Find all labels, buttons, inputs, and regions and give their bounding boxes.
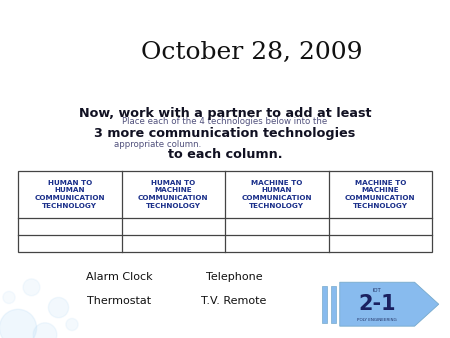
Circle shape: [33, 323, 57, 338]
Text: Thermostat: Thermostat: [87, 296, 151, 306]
Text: 2-1: 2-1: [358, 294, 396, 314]
Circle shape: [0, 309, 36, 338]
Bar: [322, 286, 327, 323]
Circle shape: [3, 291, 15, 304]
Circle shape: [48, 297, 69, 318]
Bar: [331, 286, 336, 323]
Circle shape: [66, 318, 78, 331]
Text: Telephone: Telephone: [206, 272, 262, 282]
Text: Now, work with a partner to add at least: Now, work with a partner to add at least: [79, 107, 371, 120]
Text: October 28, 2009: October 28, 2009: [141, 41, 363, 64]
Text: HUMAN TO
HUMAN
COMMUNICATION
TECHNOLOGY: HUMAN TO HUMAN COMMUNICATION TECHNOLOGY: [35, 179, 105, 209]
Text: appropriate column.: appropriate column.: [114, 140, 201, 149]
Circle shape: [23, 279, 40, 296]
Text: 3 more communication technologies: 3 more communication technologies: [94, 127, 356, 140]
Text: HUMAN TO
MACHINE
COMMUNICATION
TECHNOLOGY: HUMAN TO MACHINE COMMUNICATION TECHNOLOG…: [138, 179, 208, 209]
Text: MACHINE TO
MACHINE
COMMUNICATION
TECHNOLOGY: MACHINE TO MACHINE COMMUNICATION TECHNOL…: [345, 179, 415, 209]
Polygon shape: [340, 282, 439, 326]
Text: T.V. Remote: T.V. Remote: [201, 296, 267, 306]
Bar: [18, 171, 432, 252]
Text: Alarm Clock: Alarm Clock: [86, 272, 153, 282]
Text: MACHINE TO
HUMAN
COMMUNICATION
TECHNOLOGY: MACHINE TO HUMAN COMMUNICATION TECHNOLOG…: [242, 179, 312, 209]
Text: IOT: IOT: [373, 288, 382, 293]
Text: to each column.: to each column.: [168, 148, 282, 161]
Text: POLY ENGINEERING: POLY ENGINEERING: [357, 318, 397, 322]
Text: Place each of the 4 technologies below into the: Place each of the 4 technologies below i…: [122, 117, 328, 126]
